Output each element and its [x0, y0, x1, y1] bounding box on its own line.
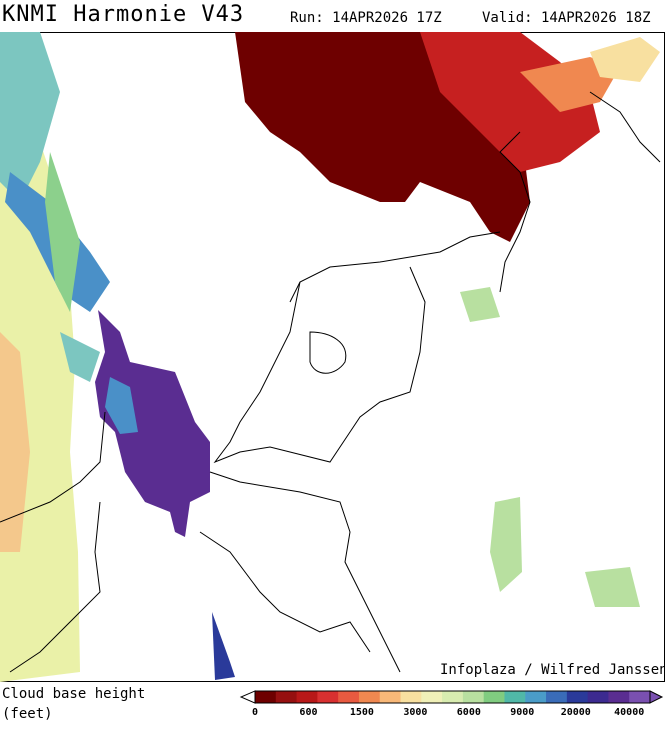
colorbar-segment: [504, 691, 526, 703]
cloud-area: [45, 152, 80, 312]
colorbar-label: 40000: [614, 707, 644, 718]
cloud-area: [590, 37, 660, 82]
colorbar-segment: [358, 691, 381, 703]
colorbar-segment: [442, 691, 464, 703]
colorbar-label: 600: [299, 707, 317, 718]
colorbar-label: 9000: [510, 707, 534, 718]
cloud-area: [490, 497, 522, 592]
colorbar-segment: [525, 691, 547, 703]
colorbar-segment: [608, 691, 630, 703]
colorbar-segment: [483, 691, 505, 703]
colorbar-segment: [296, 691, 318, 703]
colorbar-segment: [400, 691, 422, 703]
colorbar: 0 600 1500 3000 6000 9000 20000 40000: [239, 690, 664, 718]
colorbar-arrow: [239, 690, 256, 704]
cloud-area: [95, 310, 210, 537]
borders: [0, 91, 661, 673]
map: [0, 32, 665, 682]
cloud-area: [585, 567, 640, 607]
cloud-area: [105, 377, 138, 434]
cloud-area: [60, 332, 100, 382]
run-time: Run: 14APR2026 17Z: [290, 10, 442, 26]
colorbar-label: 6000: [457, 707, 481, 718]
valid-time: Valid: 14APR2026 18Z: [482, 10, 651, 26]
colorbar-segment: [462, 691, 485, 703]
colorbar-segment: [379, 691, 402, 703]
colorbar-label: 20000: [561, 707, 591, 718]
cloud-area: [0, 32, 60, 202]
colorbar-segment: [629, 691, 651, 703]
legend-unit: (feet): [2, 706, 53, 722]
colorbar-segment: [338, 691, 360, 703]
colorbar-label: 1500: [350, 707, 374, 718]
colorbar-frame: [254, 690, 651, 704]
colorbar-segment: [255, 691, 277, 703]
colorbar-segment: [421, 691, 443, 703]
cloud-area: [520, 57, 620, 112]
cloud-area: [0, 332, 30, 552]
colorbar-segment: [546, 691, 568, 703]
colorbar-segment: [275, 691, 298, 703]
colorbar-segment: [317, 691, 339, 703]
legend-title: Cloud base height: [2, 686, 146, 702]
colorbar-arrow: [649, 690, 664, 704]
colorbar-label: 3000: [403, 707, 427, 718]
colorbar-label: 0: [252, 707, 258, 718]
colorbar-segment: [587, 691, 609, 703]
colorbar-segment: [566, 691, 589, 703]
map-title: KNMI Harmonie V43: [2, 2, 245, 27]
credit: Infoplaza / Wilfred Janssen: [440, 662, 665, 678]
cloud-area: [212, 612, 235, 680]
cloud-area: [460, 287, 500, 322]
